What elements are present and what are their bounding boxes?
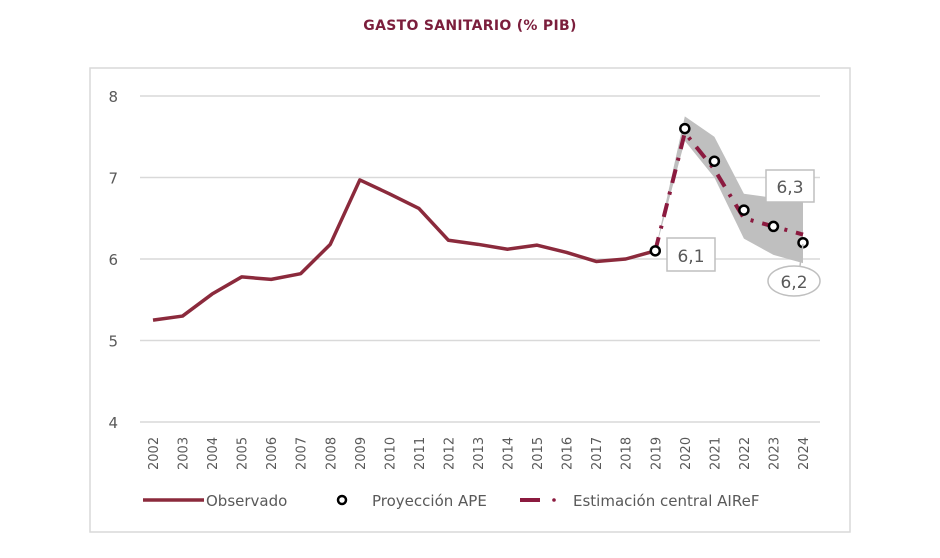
x-tick-label: 2024 <box>797 437 812 470</box>
x-tick-label: 2013 <box>472 437 487 470</box>
series-observado-line <box>152 178 656 322</box>
y-tick-label: 4 <box>108 414 118 432</box>
x-tick-label: 2016 <box>561 437 576 470</box>
annotation-ellipse <box>767 265 821 297</box>
annotation-box <box>666 237 716 272</box>
x-tick-label: 2002 <box>147 437 162 470</box>
x-tick-label: 2017 <box>590 437 605 470</box>
annotation-label: 6,1 <box>677 247 704 267</box>
ape-point <box>649 245 662 257</box>
x-tick-label: 2022 <box>738 437 753 470</box>
legend-airef-swatch-dot <box>552 498 556 502</box>
annotation-box <box>765 169 815 203</box>
x-tick-label: 2009 <box>354 437 369 470</box>
legend-observado-label: Observado <box>206 492 287 510</box>
x-tick-label: 2014 <box>502 437 517 470</box>
x-tick-label: 2005 <box>236 437 251 470</box>
x-tick-label: 2011 <box>413 437 428 470</box>
annotation-label: 6,2 <box>780 273 807 293</box>
x-tick-label: 2008 <box>324 437 339 470</box>
annotation-leader <box>799 243 804 267</box>
y-tick-label: 8 <box>108 88 118 106</box>
x-tick-label: 2007 <box>295 437 310 470</box>
x-tick-label: 2003 <box>177 437 192 470</box>
legend-ape-label: Proyección APE <box>372 492 487 510</box>
ape-point <box>708 155 721 167</box>
y-tick-label: 7 <box>108 170 118 188</box>
x-tick-label: 2006 <box>265 437 280 470</box>
x-tick-label: 2015 <box>531 437 546 470</box>
x-tick-label: 2012 <box>442 437 457 470</box>
annotation-leader <box>792 201 803 233</box>
x-tick-label: 2004 <box>206 437 221 470</box>
chart-title: GASTO SANITARIO (% PIB) <box>363 18 577 34</box>
x-tick-label: 2019 <box>649 437 664 470</box>
x-tick-label: 2018 <box>620 437 635 470</box>
ape-point <box>738 204 750 216</box>
x-tick-label: 2020 <box>679 437 694 470</box>
plot-frame <box>89 67 851 533</box>
legend-ape-swatch <box>336 494 348 506</box>
ape-point <box>679 122 691 135</box>
x-tick-label: 2021 <box>708 437 723 470</box>
legend-airef-label: Estimación central AIReF <box>573 492 759 510</box>
x-tick-label: 2010 <box>383 437 398 470</box>
annotation-label: 6,3 <box>776 178 803 198</box>
x-tick-label: 2023 <box>767 437 782 470</box>
ape-point <box>767 220 780 233</box>
y-tick-label: 6 <box>108 251 118 269</box>
y-tick-label: 5 <box>108 333 118 351</box>
